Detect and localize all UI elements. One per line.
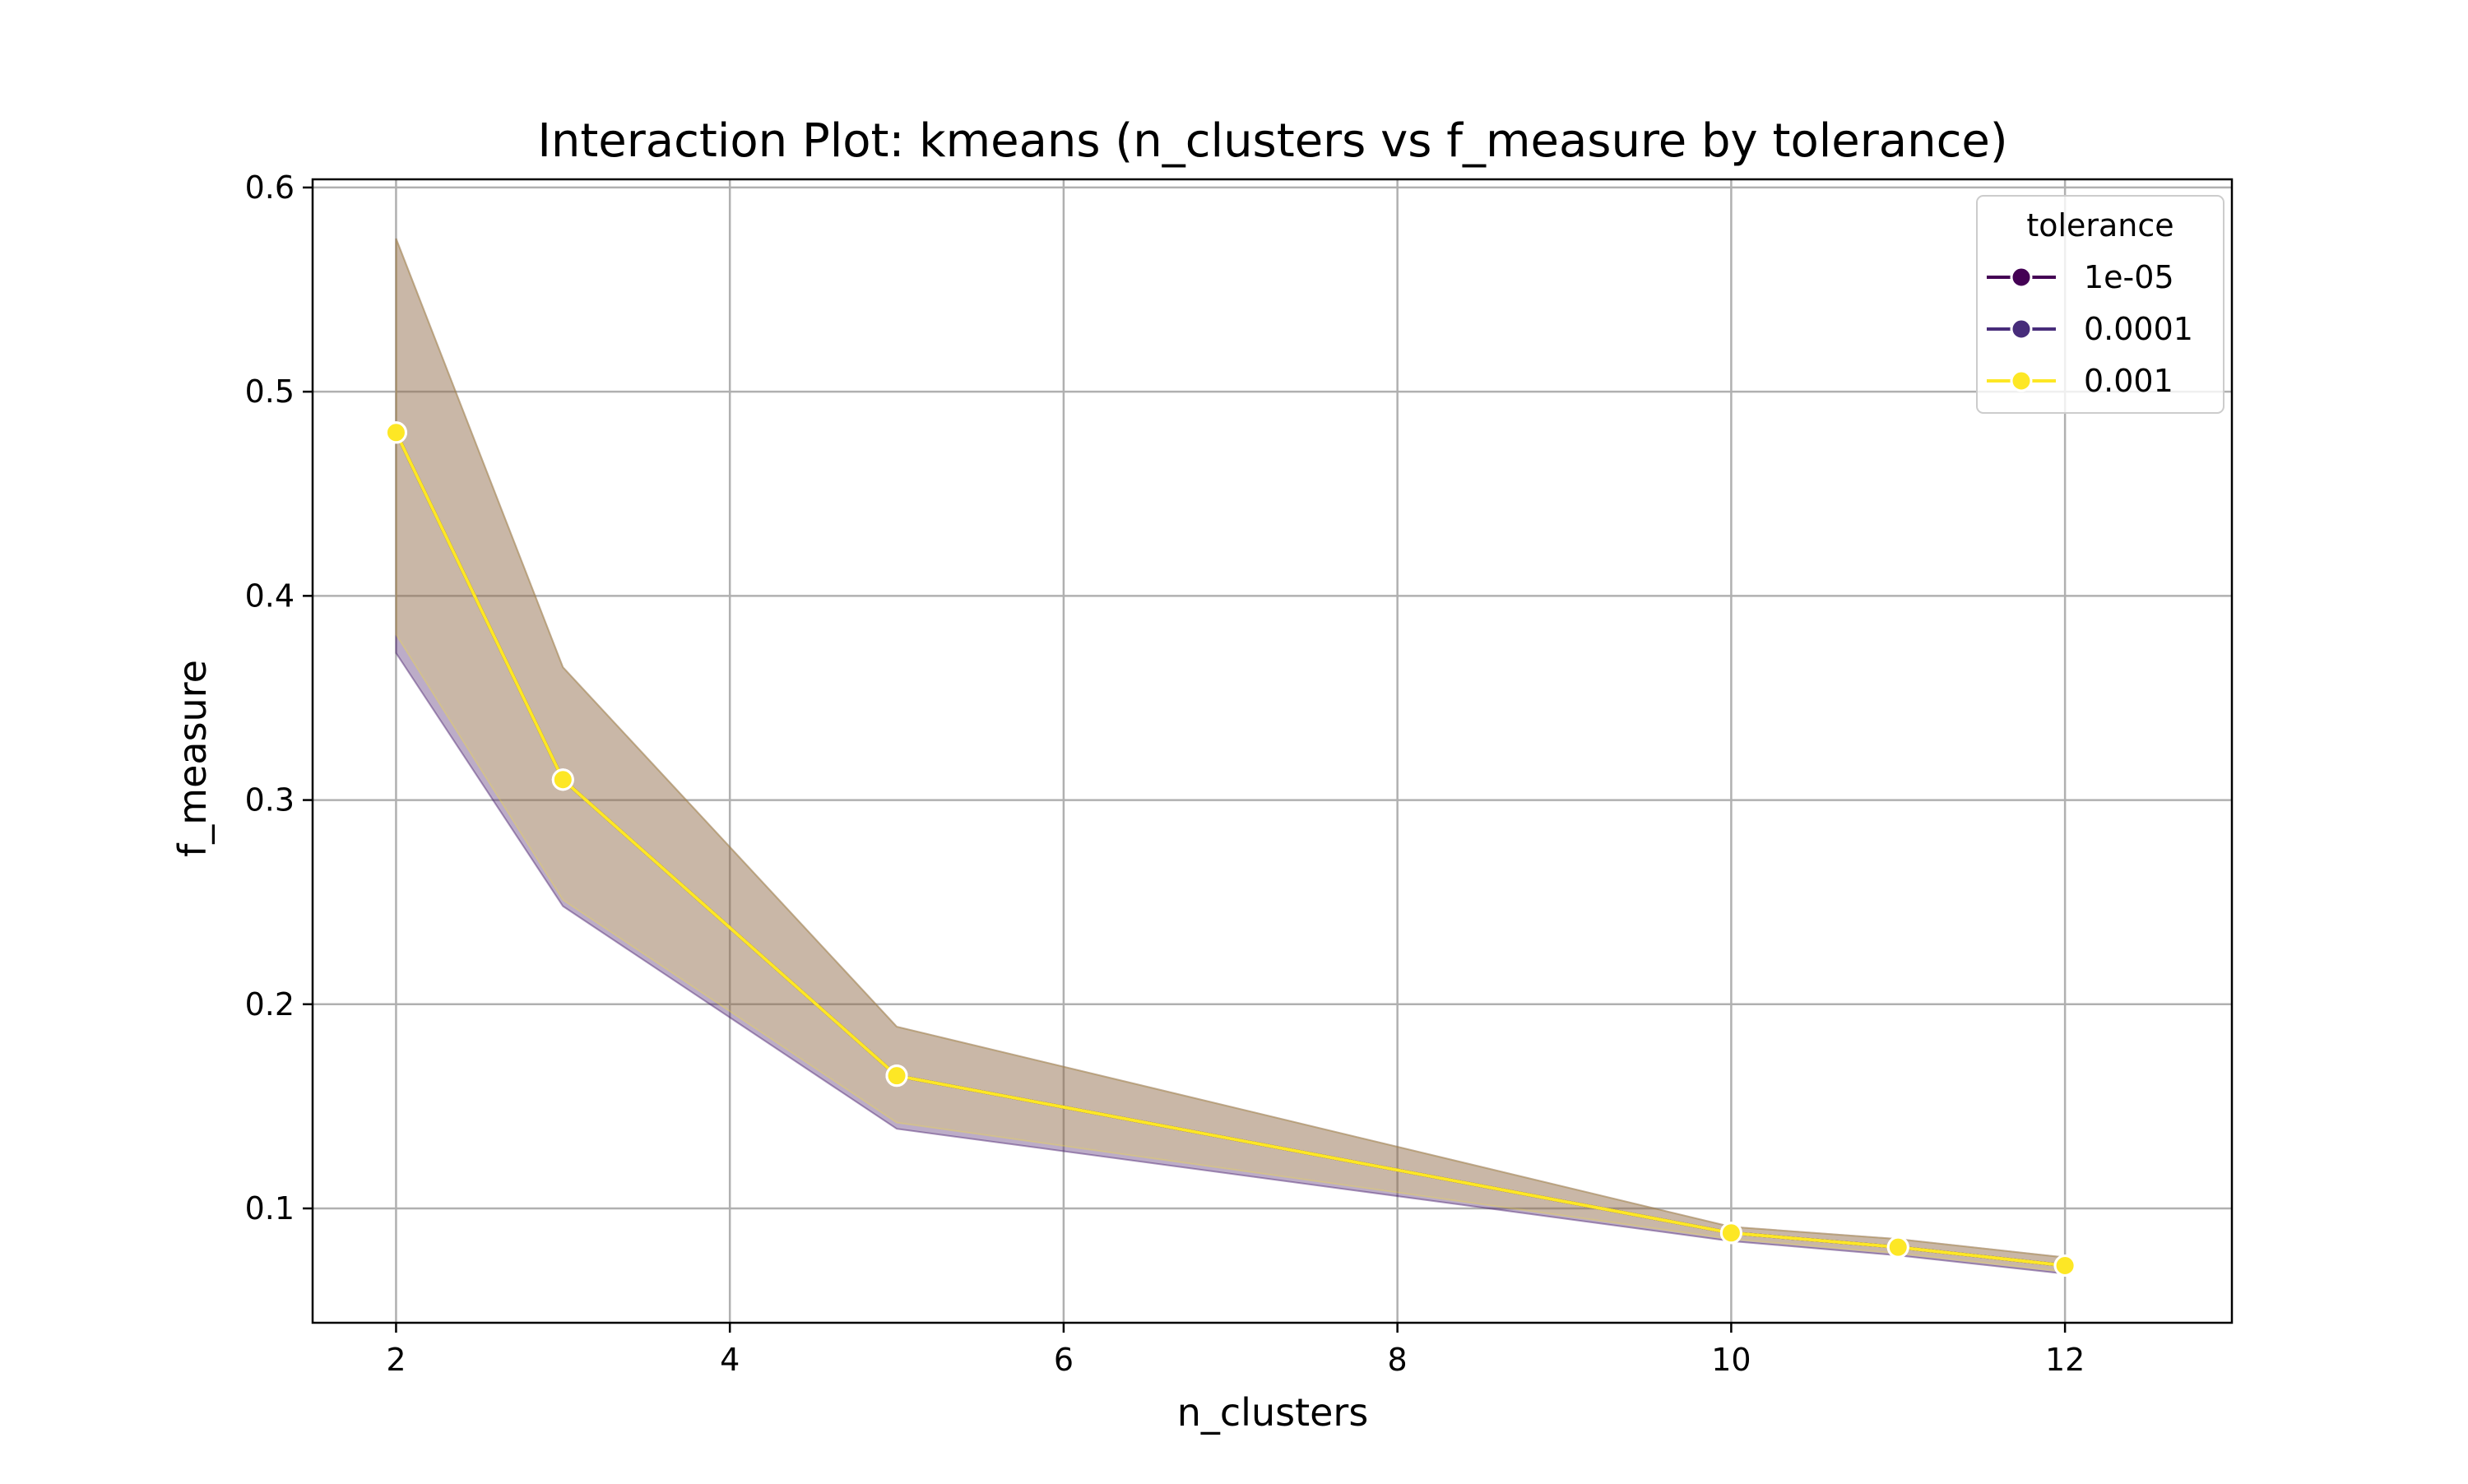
confidence-bands <box>395 238 2067 1275</box>
legend-marker <box>2010 318 2033 341</box>
series-markers <box>384 421 2076 1277</box>
y-tick-label: 0.3 <box>245 782 295 819</box>
legend-label: 1e-05 <box>2084 259 2174 295</box>
legend-title: tolerance <box>2026 207 2173 243</box>
x-tick-label: 2 <box>386 1342 406 1378</box>
legend-label: 0.0001 <box>2084 311 2193 347</box>
data-point <box>2053 1254 2076 1277</box>
data-point <box>1886 1236 1909 1259</box>
legend-marker <box>2010 266 2033 289</box>
legend-entries: 1e-05 0.0001 0.001 <box>1987 259 2193 399</box>
confidence-band <box>395 238 2067 1273</box>
legend-marker <box>2010 369 2033 392</box>
y-tick-label: 0.4 <box>245 577 295 614</box>
legend: tolerance 1e-05 0.0001 0.001 <box>1976 195 2224 414</box>
y-tick-label: 0.6 <box>245 169 295 206</box>
x-tick-label: 6 <box>1054 1342 1074 1378</box>
legend-box <box>1976 195 2224 414</box>
y-tick-label: 0.2 <box>245 986 295 1023</box>
x-tick-label: 12 <box>2045 1342 2085 1378</box>
data-point <box>384 421 407 444</box>
data-point <box>1719 1222 1742 1245</box>
plot-frame <box>311 178 2234 1324</box>
legend-label: 0.001 <box>2084 363 2173 399</box>
chart-title: Interaction Plot: kmeans (n_clusters vs … <box>537 114 2007 168</box>
y-tick-label: 0.1 <box>245 1190 295 1227</box>
x-tick-label: 10 <box>1711 1342 1751 1378</box>
y-axis-ticks: 0.1 0.2 0.3 0.4 0.5 0.6 <box>245 169 313 1227</box>
x-axis-ticks: 2 4 6 8 10 12 <box>386 1323 2085 1378</box>
series-lines <box>394 431 2066 1268</box>
series-line <box>394 431 2066 1268</box>
x-tick-label: 4 <box>720 1342 740 1378</box>
x-tick-label: 8 <box>1388 1342 1408 1378</box>
x-axis-label: n_clusters <box>1177 1390 1369 1435</box>
data-point <box>551 768 574 791</box>
y-tick-label: 0.5 <box>245 373 295 410</box>
y-axis-label: f_measure <box>170 660 215 857</box>
data-point <box>885 1064 908 1087</box>
